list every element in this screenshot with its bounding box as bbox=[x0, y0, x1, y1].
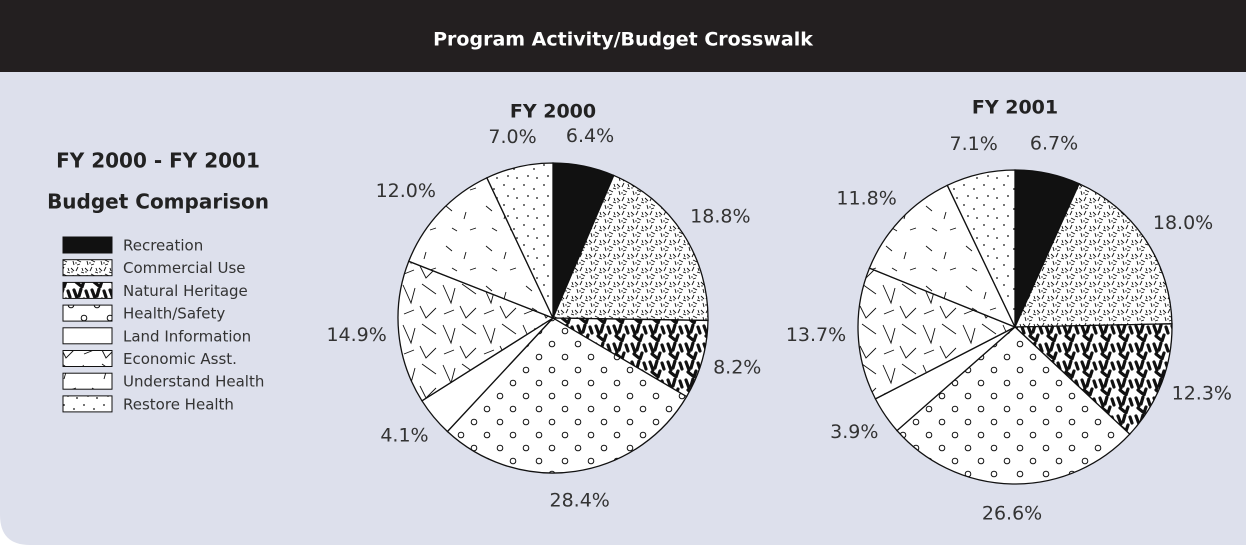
legend-label: Natural Heritage bbox=[123, 282, 248, 300]
legend-swatch bbox=[62, 281, 113, 299]
chart-title: FY 2000 bbox=[510, 101, 596, 123]
slice-label: 4.1% bbox=[380, 425, 428, 447]
slice-label: 28.4% bbox=[550, 490, 610, 512]
chart-title: FY 2001 bbox=[972, 97, 1058, 119]
slice-label: 13.7% bbox=[786, 324, 846, 346]
slice-label: 14.9% bbox=[326, 324, 386, 346]
pie-slice bbox=[896, 326, 1131, 485]
pie-slice bbox=[407, 176, 555, 320]
header bbox=[0, 0, 1246, 72]
slice-label: 7.0% bbox=[488, 126, 536, 148]
slice-label: 6.4% bbox=[566, 125, 614, 147]
legend-swatch bbox=[62, 259, 113, 277]
pie-slice bbox=[946, 169, 1016, 328]
slice-label: 18.0% bbox=[1153, 212, 1213, 234]
legend-title: Budget Comparison bbox=[47, 190, 269, 214]
legend-label: Health/Safety bbox=[123, 305, 225, 323]
slice-label: 26.6% bbox=[982, 502, 1042, 524]
pie-slice bbox=[1013, 323, 1173, 436]
slice-label: 3.9% bbox=[830, 421, 878, 443]
legend-label: Understand Health bbox=[123, 373, 264, 391]
header-title: Program Activity/Budget Crosswalk bbox=[433, 29, 813, 51]
slice-label: 12.3% bbox=[1172, 382, 1232, 404]
legend-swatch bbox=[62, 395, 113, 413]
legend-swatch bbox=[62, 350, 113, 367]
legend-label: Recreation bbox=[123, 237, 203, 255]
legend-title: FY 2000 - FY 2001 bbox=[56, 149, 260, 173]
legend-swatch bbox=[62, 304, 113, 322]
legend-swatch bbox=[62, 327, 113, 345]
pie-slice bbox=[552, 174, 709, 322]
pie-slice bbox=[1013, 182, 1173, 328]
legend-label: Economic Asst. bbox=[123, 350, 237, 368]
slice-label: 7.1% bbox=[950, 133, 998, 155]
legend-swatch bbox=[62, 372, 113, 390]
pie-slice bbox=[868, 184, 1017, 329]
pie-slice bbox=[397, 260, 555, 402]
legend-label: Commercial Use bbox=[123, 259, 246, 277]
pie-slice bbox=[486, 162, 554, 319]
slice-label: 18.8% bbox=[690, 206, 750, 228]
pie-slice bbox=[446, 317, 688, 474]
legend-swatch bbox=[62, 236, 113, 254]
slice-label: 6.7% bbox=[1030, 133, 1078, 155]
slice-label: 11.8% bbox=[836, 187, 896, 209]
slice-label: 8.2% bbox=[713, 357, 761, 379]
pie-slice bbox=[857, 267, 1017, 400]
legend-label: Restore Health bbox=[123, 395, 234, 413]
slice-label: 12.0% bbox=[376, 180, 436, 202]
legend-label: Land Information bbox=[123, 327, 251, 345]
